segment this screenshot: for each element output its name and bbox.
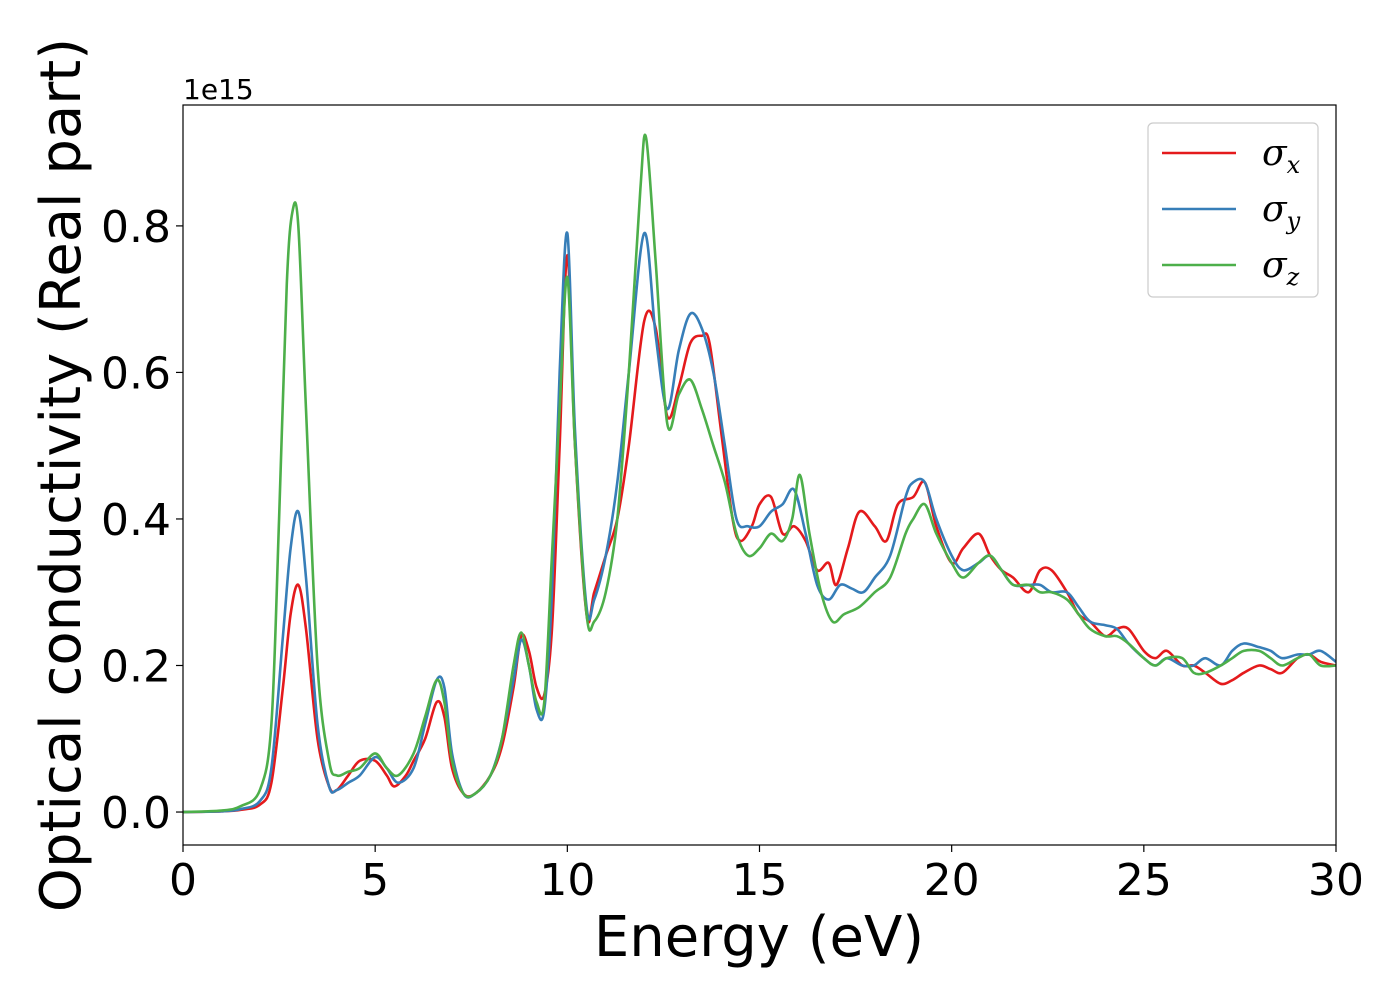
legend-label-z: σz [1262, 245, 1300, 291]
x-tick-label: 10 [539, 855, 595, 906]
series-layer [183, 133, 1336, 814]
legend: σx σy σz [1147, 122, 1319, 298]
y-offset-text: 1e15 [183, 73, 254, 106]
y-tick-label: 0.0 [101, 788, 171, 839]
y-tick-label: 0.4 [101, 495, 171, 546]
y-tick-label: 0.8 [101, 202, 171, 253]
legend-label-x: σx [1262, 133, 1301, 179]
x-axis: 0 5 10 15 20 25 30 [169, 845, 1364, 906]
y-tick-label: 0.6 [101, 348, 171, 399]
series-line-y [183, 231, 1336, 814]
x-tick-label: 20 [924, 855, 980, 906]
y-axis-title: Optical conductivity (Real part) [29, 38, 94, 912]
legend-label-y: σy [1262, 189, 1301, 235]
x-tick-label: 5 [361, 855, 389, 906]
x-tick-label: 30 [1308, 855, 1364, 906]
y-tick-label: 0.2 [101, 641, 171, 692]
x-axis-title: Energy (eV) [594, 905, 924, 970]
legend-items: σx σy σz [1162, 133, 1301, 291]
x-tick-label: 0 [169, 855, 197, 906]
y-axis: 0.0 0.2 0.4 0.6 0.8 [101, 202, 183, 839]
series-line-z [183, 133, 1336, 814]
x-tick-label: 15 [732, 855, 788, 906]
x-tick-label: 25 [1116, 855, 1172, 906]
